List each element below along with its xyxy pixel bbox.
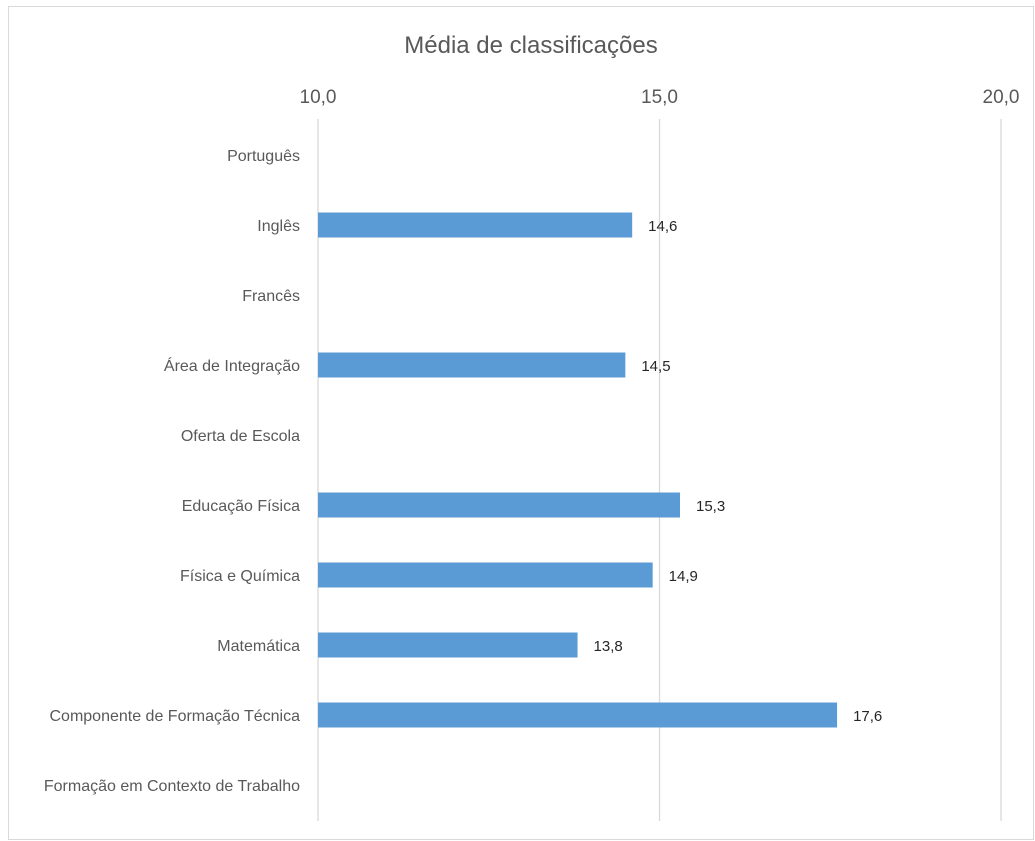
data-labels: 14,6 14,5 15,3 14,9 13,8 17,6 xyxy=(594,218,883,725)
category-labels: Português Inglês Francês Área de Integração… xyxy=(44,148,300,795)
data-label: 13,8 xyxy=(594,638,623,655)
category-label: Componente de Formação Técnica xyxy=(49,708,300,725)
category-label: Português xyxy=(227,148,300,165)
data-label: 15,3 xyxy=(696,498,725,515)
category-label: Inglês xyxy=(257,218,300,235)
data-label: 17,6 xyxy=(853,708,882,725)
category-label: Oferta de Escola xyxy=(181,428,300,445)
category-label: Formação em Contexto de Trabalho xyxy=(44,778,300,795)
x-axis-ticks: 10,0 15,0 20,0 xyxy=(300,87,1020,108)
x-tick-label: 15,0 xyxy=(641,87,678,108)
category-label: Francês xyxy=(242,288,300,305)
category-label: Área de Integração xyxy=(164,356,300,375)
category-label: Matemática xyxy=(217,638,300,655)
bar xyxy=(318,632,578,658)
bar xyxy=(318,352,626,378)
data-label: 14,5 xyxy=(641,358,670,375)
bar xyxy=(318,492,680,518)
category-label: Educação Física xyxy=(182,498,300,515)
bar xyxy=(318,212,633,238)
bar xyxy=(318,702,838,728)
category-label: Física e Química xyxy=(180,568,300,585)
bar-chart: Média de classificações 10,0 15,0 20,0 Por… xyxy=(44,32,1020,821)
chart-container: Média de classificações 10,0 15,0 20,0 Por… xyxy=(8,6,1034,840)
x-tick-label: 20,0 xyxy=(983,87,1020,108)
bar xyxy=(318,562,653,588)
data-label: 14,6 xyxy=(648,218,677,235)
data-label: 14,9 xyxy=(669,568,698,585)
bars xyxy=(318,212,838,728)
chart-title: Média de classificações xyxy=(404,32,657,59)
x-tick-label: 10,0 xyxy=(300,87,337,108)
